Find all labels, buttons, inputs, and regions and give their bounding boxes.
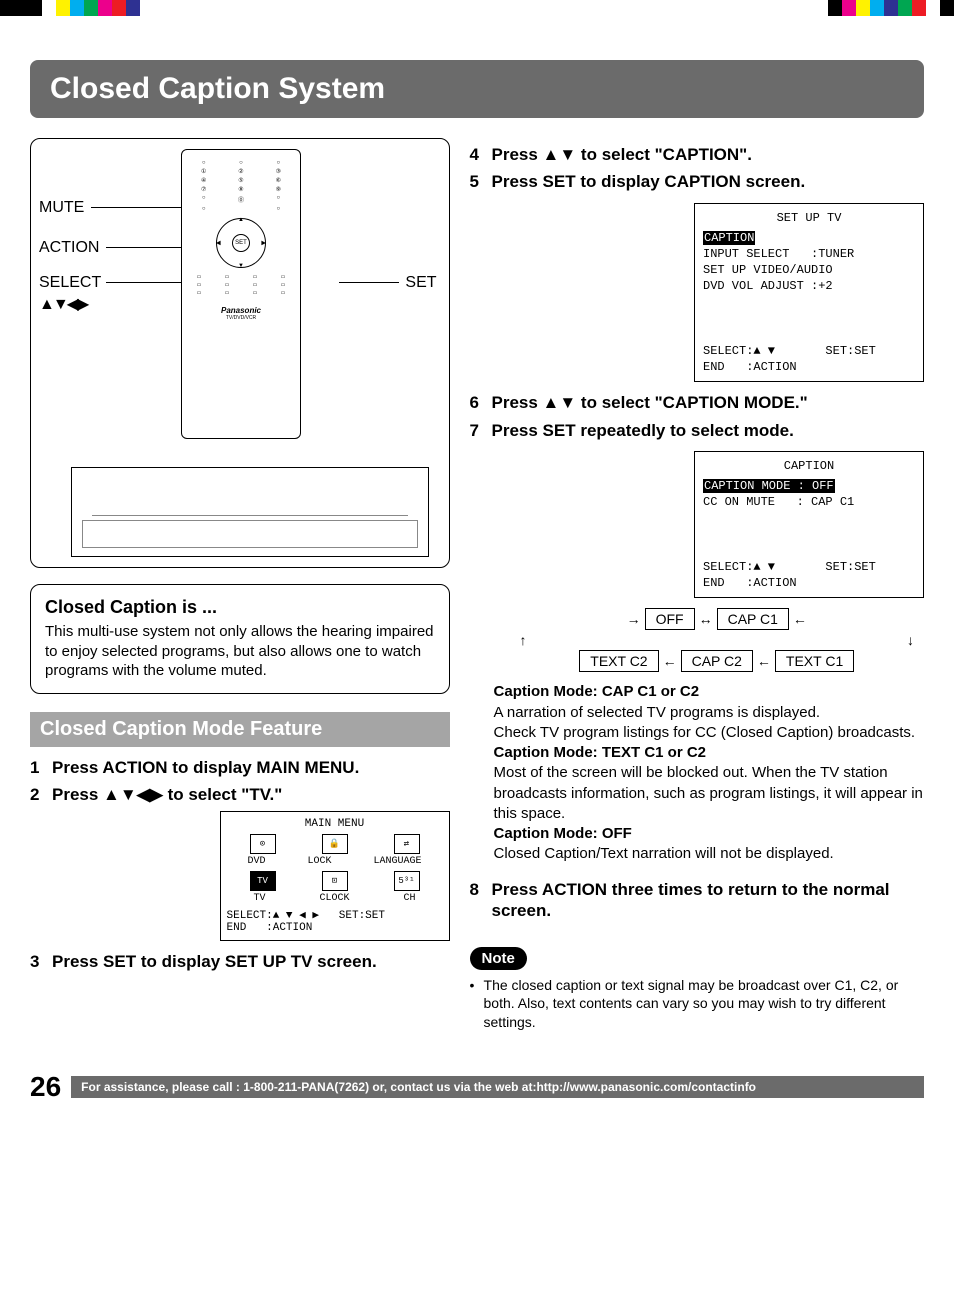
step-3: 3Press SET to display SET UP TV screen. xyxy=(30,951,450,972)
tv-unit-icon xyxy=(71,467,429,557)
closed-caption-info-box: Closed Caption is ... This multi-use sys… xyxy=(30,584,450,694)
caption-mode-flow: → OFF ↔ CAP C1 ← ↑↓ TEXT C2 ← CAP C2 ← T… xyxy=(510,608,924,672)
osd-main-menu-footer: SELECT:▲ ▼ ◀ ▶ SET:SET END :ACTION xyxy=(227,908,443,934)
step-6: 6Press ▲▼ to select "CAPTION MODE." xyxy=(470,392,924,413)
section-header: Closed Caption Mode Feature xyxy=(30,712,450,747)
step-1: 1Press ACTION to display MAIN MENU. xyxy=(30,757,450,778)
color-calibration-bars xyxy=(0,0,954,16)
step-4: 4Press ▲▼ to select "CAPTION". xyxy=(470,144,924,165)
brand-label: Panasonic xyxy=(186,306,296,315)
menu-icon-tv: TV xyxy=(250,871,276,891)
menu-icon-dvd: ⊙ xyxy=(250,834,276,854)
label-action: ACTION xyxy=(39,239,99,257)
step-2: 2Press ▲▼◀▶ to select "TV." xyxy=(30,784,450,805)
info-heading: Closed Caption is ... xyxy=(45,597,435,618)
label-mute: MUTE xyxy=(39,199,84,217)
menu-icon-language: ⇄ xyxy=(394,834,420,854)
remote-control-icon: ○○○ ①②③ ④⑤⑥ ⑦⑧⑨ ○⓪○ ○○ SET ▲ ▼ ◀ ▶ ▭▭▭▭ … xyxy=(181,149,301,439)
osd-main-menu: MAIN MENU ⊙ 🔒 ⇄ DVD LOCK LANGUAGE TV ⊡ 5… xyxy=(220,811,450,941)
menu-icon-lock: 🔒 xyxy=(322,834,348,854)
remote-diagram: MUTE ACTION SELECT ▲▼◀▶ SET ○○○ ①②③ ④⑤⑥ … xyxy=(30,138,450,568)
caption-mode-description: Caption Mode: CAP C1 or C2 A narration o… xyxy=(494,682,924,864)
menu-icon-ch: 5³¹ xyxy=(394,871,420,891)
assistance-bar: For assistance, please call : 1-800-211-… xyxy=(71,1076,924,1098)
page-number: 26 xyxy=(30,1071,61,1103)
label-select: SELECT xyxy=(39,274,101,292)
label-select-arrows: ▲▼◀▶ xyxy=(39,294,87,314)
note-text: • The closed caption or text signal may … xyxy=(470,976,924,1031)
osd-setup-tv: SET UP TVCAPTION INPUT SELECT :TUNER SET… xyxy=(694,203,924,383)
page-title: Closed Caption System xyxy=(30,60,924,118)
osd-main-menu-title: MAIN MENU xyxy=(227,818,443,830)
label-set: SET xyxy=(405,274,436,292)
step-8: 8Press ACTION three times to return to t… xyxy=(470,879,924,922)
note-label: Note xyxy=(470,947,527,970)
info-body: This multi-use system not only allows th… xyxy=(45,622,435,681)
step-5: 5Press SET to display CAPTION screen. xyxy=(470,171,924,192)
model-label: TV/DVD/VCR xyxy=(186,315,296,321)
step-7: 7Press SET repeatedly to select mode. xyxy=(470,420,924,441)
menu-icon-clock: ⊡ xyxy=(322,871,348,891)
osd-caption: CAPTIONCAPTION MODE : OFF CC ON MUTE : C… xyxy=(694,451,924,599)
